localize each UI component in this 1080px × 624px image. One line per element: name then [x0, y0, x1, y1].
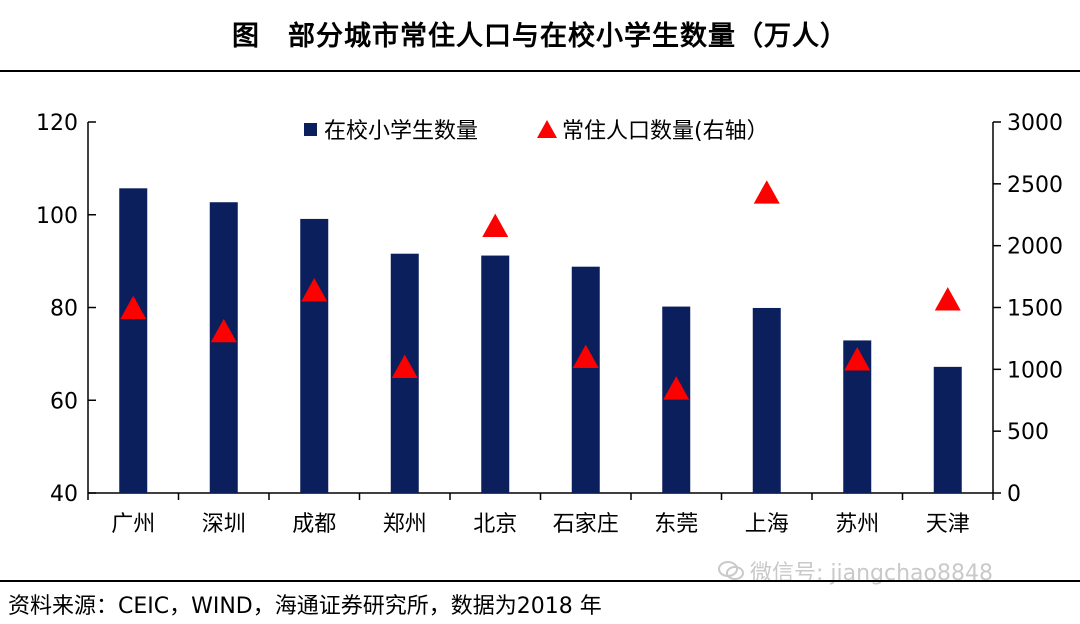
right-axis-tick-label: 2500 — [1007, 173, 1063, 198]
legend-marker-swatch — [537, 120, 557, 138]
category-label: 石家庄 — [553, 512, 619, 537]
legend-marker-label: 常住人口数量(右轴） — [562, 119, 769, 144]
right-axis-tick-label: 500 — [1007, 420, 1049, 445]
category-label: 天津 — [926, 512, 970, 537]
bar-7 — [662, 306, 691, 493]
category-label: 深圳 — [202, 512, 246, 537]
marker-10 — [934, 287, 961, 311]
bar-8 — [752, 307, 781, 493]
watermark: 微信号: jiangchao8848 — [718, 555, 993, 587]
marker-1 — [120, 295, 147, 320]
category-label: 成都 — [292, 512, 336, 537]
bar-2 — [209, 202, 238, 493]
bar-10 — [933, 366, 962, 493]
marker-6 — [572, 344, 599, 368]
category-label: 东莞 — [654, 512, 698, 537]
right-axis-tick-label: 0 — [1007, 482, 1021, 507]
left-axis-tick-label: 120 — [36, 111, 78, 136]
right-axis-tick-label: 2000 — [1007, 235, 1063, 260]
chart-title: 图 部分城市常住人口与在校小学生数量（万人） — [232, 21, 848, 52]
category-label: 上海 — [745, 512, 789, 537]
category-label: 苏州 — [835, 512, 879, 537]
marker-4 — [391, 354, 418, 379]
category-label: 郑州 — [383, 512, 427, 537]
left-axis-tick-label: 80 — [50, 297, 78, 322]
right-axis-tick-label: 3000 — [1007, 111, 1063, 136]
title-rule — [0, 70, 1080, 72]
bar-3 — [300, 218, 329, 493]
left-axis-tick-label: 100 — [36, 204, 78, 229]
category-label: 广州 — [111, 512, 155, 537]
source-rule — [0, 580, 1080, 582]
legend-bar-label: 在校小学生数量 — [324, 119, 478, 144]
marker-8 — [753, 180, 780, 204]
left-axis-tick-label: 40 — [50, 482, 78, 507]
category-label: 北京 — [473, 512, 517, 537]
marker-5 — [482, 213, 509, 238]
marker-9 — [844, 347, 871, 371]
legend-bar-swatch — [304, 123, 317, 136]
marker-3 — [301, 278, 328, 302]
marker-7 — [663, 376, 690, 400]
bar-5 — [481, 255, 510, 493]
watermark-text: 微信号: jiangchao8848 — [750, 561, 993, 586]
source-note: 资料来源：CEIC，WIND，海通证券研究所，数据为2018 年 — [8, 594, 602, 619]
bar-6 — [571, 266, 600, 493]
right-axis-tick-label: 1500 — [1007, 297, 1063, 322]
marker-2 — [210, 318, 237, 343]
wechat-icon — [718, 560, 744, 582]
bar-1 — [119, 188, 148, 493]
left-axis-tick-label: 60 — [50, 389, 78, 414]
right-axis-tick-label: 1000 — [1007, 358, 1063, 383]
